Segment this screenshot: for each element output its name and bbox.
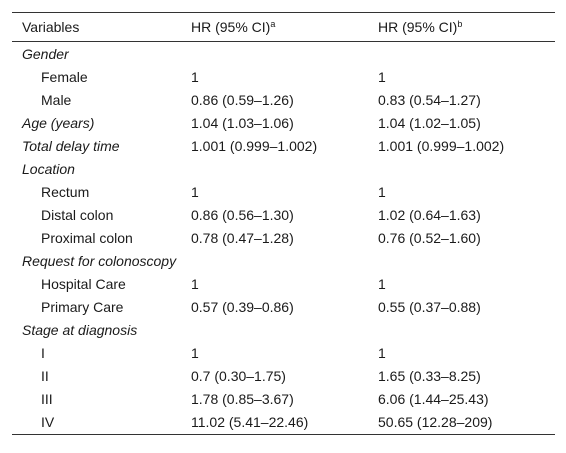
group-label: Gender xyxy=(22,45,69,62)
hr-b-value: 1.65 (0.33–8.25) xyxy=(378,367,481,384)
table-row: II 0.7 (0.30–1.75) 1.65 (0.33–8.25) xyxy=(12,364,555,387)
table-row: Total delay time 1.001 (0.999–1.002) 1.001… xyxy=(12,134,555,157)
hr-a-value: 11.02 (5.41–22.46) xyxy=(181,410,368,435)
hr-b-value: 1 xyxy=(378,275,386,292)
hazard-ratio-table: Variables HR (95% CI)a HR (95% CI)b Gend… xyxy=(12,12,555,435)
hr-a-value xyxy=(181,42,368,66)
header-hr-a: HR (95% CI)a xyxy=(181,12,368,42)
hr-a-value: 1.001 (0.999–1.002) xyxy=(191,137,318,154)
variable-label: Age (years) xyxy=(22,114,95,131)
hr-b-value: 1.02 (0.64–1.63) xyxy=(378,206,481,223)
table-row: Male 0.86 (0.59–1.26) 0.83 (0.54–1.27) xyxy=(12,88,555,111)
hr-b-value: 6.06 (1.44–25.43) xyxy=(378,390,489,407)
table-row: Age (years) 1.04 (1.03–1.06) 1.04 (1.02–1.… xyxy=(12,111,555,134)
table-row: III 1.78 (0.85–3.67) 6.06 (1.44–25.43) xyxy=(12,387,555,410)
hr-a-value: 1 xyxy=(191,183,199,200)
header-hr-b: HR (95% CI)b xyxy=(368,12,555,42)
table-row: I 1 1 xyxy=(12,341,555,364)
hr-b-value: 1.001 (0.999–1.002) xyxy=(378,137,505,154)
group-label: Location xyxy=(22,160,75,177)
hr-a-value: 0.78 (0.47–1.28) xyxy=(191,229,294,246)
header-row: Variables HR (95% CI)a HR (95% CI)b xyxy=(12,12,555,42)
table-row: Proximal colon 0.78 (0.47–1.28) 0.76 (0.52… xyxy=(12,226,555,249)
hr-a-value: 0.86 (0.56–1.30) xyxy=(191,206,294,223)
hr-b-value xyxy=(368,157,555,180)
category-label: Distal colon xyxy=(41,206,114,223)
table-body: Gender Female 1 1 Male 0.86 (0.59–1.26) 0.83 (… xyxy=(12,42,555,435)
hr-a-value: 0.86 (0.59–1.26) xyxy=(191,91,294,108)
footnote-marker-a: a xyxy=(270,19,276,29)
table-row: IV 11.02 (5.41–22.46) 50.65 (12.28–209) xyxy=(12,410,555,435)
group-label: Stage at diagnosis xyxy=(22,321,138,338)
hr-b-value xyxy=(368,42,555,66)
variable-label: Total delay time xyxy=(22,137,120,154)
hr-a-value: 1 xyxy=(191,68,199,85)
hr-b-value: 0.55 (0.37–0.88) xyxy=(378,298,481,315)
table-row: Distal colon 0.86 (0.56–1.30) 1.02 (0.64–1… xyxy=(12,203,555,226)
hr-a-value xyxy=(181,157,368,180)
table-group-row: Location xyxy=(12,157,555,180)
hr-a-value: 0.57 (0.39–0.86) xyxy=(191,298,294,315)
hr-b-value: 50.65 (12.28–209) xyxy=(368,410,555,435)
category-label: Rectum xyxy=(41,183,90,200)
hr-b-value xyxy=(368,249,555,272)
table-group-row: Stage at diagnosis xyxy=(12,318,555,341)
hr-b-value: 1 xyxy=(378,183,386,200)
hr-b-value: 1.04 (1.02–1.05) xyxy=(378,114,481,131)
group-label: Request for colonoscopy xyxy=(22,252,177,269)
header-hr-b-label: HR (95% CI) xyxy=(378,19,458,35)
category-label: Female xyxy=(41,68,88,85)
table-header: Variables HR (95% CI)a HR (95% CI)b xyxy=(12,12,555,42)
table-row: Female 1 1 xyxy=(12,65,555,88)
table-group-row: Request for colonoscopy xyxy=(12,249,555,272)
category-label: II xyxy=(41,367,49,384)
hr-b-value: 1 xyxy=(378,344,386,361)
table-row: Primary Care 0.57 (0.39–0.86) 0.55 (0.37–0… xyxy=(12,295,555,318)
category-label: Primary Care xyxy=(41,298,124,315)
hr-b-value: 0.83 (0.54–1.27) xyxy=(378,91,481,108)
hr-b-value xyxy=(368,318,555,341)
hr-a-value: 1.78 (0.85–3.67) xyxy=(191,390,294,407)
footnote-marker-b: b xyxy=(457,19,463,29)
category-label: Hospital Care xyxy=(41,275,126,292)
hr-a-value: 1 xyxy=(191,344,199,361)
hr-a-value xyxy=(181,249,368,272)
category-label: III xyxy=(41,390,53,407)
hr-a-value: 1 xyxy=(191,275,199,292)
category-label: Proximal colon xyxy=(41,229,133,246)
hr-a-value: 0.7 (0.30–1.75) xyxy=(191,367,286,384)
header-hr-a-label: HR (95% CI) xyxy=(191,19,271,35)
table-row: Rectum 1 1 xyxy=(12,180,555,203)
category-label: Male xyxy=(41,91,72,108)
hr-a-value xyxy=(181,318,368,341)
header-variables: Variables xyxy=(12,12,181,42)
table-row: Hospital Care 1 1 xyxy=(12,272,555,295)
category-label: IV xyxy=(12,410,181,435)
hr-a-value: 1.04 (1.03–1.06) xyxy=(191,114,294,131)
header-variables-label: Variables xyxy=(22,19,80,35)
hr-b-value: 1 xyxy=(378,68,386,85)
table-group-row: Gender xyxy=(12,42,555,66)
category-label: I xyxy=(41,344,45,361)
hr-b-value: 0.76 (0.52–1.60) xyxy=(378,229,481,246)
